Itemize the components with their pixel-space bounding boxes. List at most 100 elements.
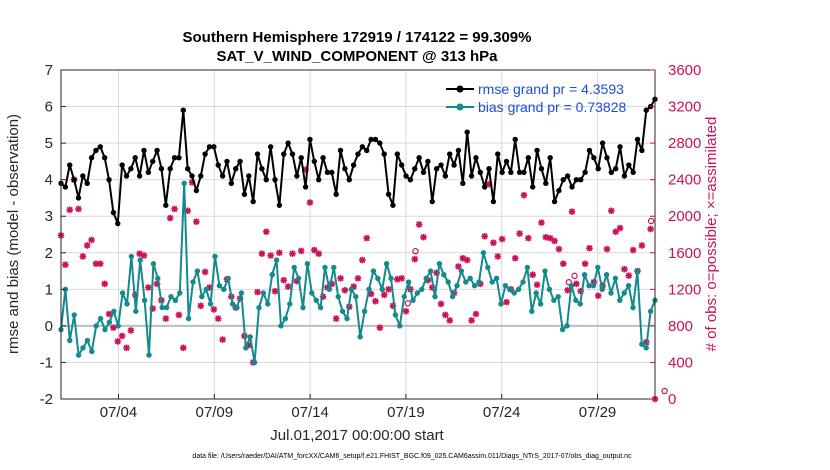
grid-lines bbox=[61, 69, 655, 400]
rmse-point bbox=[88, 155, 95, 161]
bias-point bbox=[432, 293, 438, 300]
bias-point bbox=[75, 352, 82, 358]
obs-assimilated-marker bbox=[568, 208, 576, 215]
bias-point bbox=[511, 290, 517, 296]
bias-point bbox=[502, 282, 509, 289]
obs-assimilated-marker bbox=[415, 221, 423, 228]
bias-point bbox=[625, 282, 632, 289]
rmse-point bbox=[521, 169, 527, 176]
obs-assimilated-marker bbox=[555, 245, 563, 253]
obs-assimilated-marker bbox=[564, 286, 571, 294]
bias-point bbox=[467, 275, 473, 282]
bias-point bbox=[225, 275, 231, 282]
rmse-point bbox=[429, 198, 435, 205]
bias-point bbox=[551, 297, 557, 303]
rmse-point bbox=[534, 147, 540, 154]
obs-assimilated-marker bbox=[280, 276, 288, 284]
rmse-point bbox=[630, 169, 636, 176]
bias-point bbox=[203, 286, 209, 293]
x-tick-label: 07/14 bbox=[291, 404, 329, 421]
rmse-point bbox=[390, 202, 396, 208]
bias-point bbox=[168, 293, 174, 300]
rmse-point bbox=[377, 140, 383, 146]
obs-assimilated-marker bbox=[446, 317, 454, 324]
y-tick-label: -2 bbox=[40, 391, 53, 408]
bias-point bbox=[507, 286, 513, 293]
obs-assimilated-marker bbox=[625, 272, 633, 279]
obs-assimilated-marker bbox=[420, 233, 427, 241]
obs-assimilated-marker bbox=[315, 250, 322, 257]
rmse-point bbox=[237, 158, 243, 165]
rmse-point bbox=[167, 166, 173, 172]
rmse-point bbox=[298, 155, 304, 161]
bias-point bbox=[150, 261, 157, 267]
rmse-point bbox=[101, 155, 108, 161]
rmse-point bbox=[385, 191, 392, 197]
obs-assimilated-marker bbox=[394, 275, 401, 283]
obs-assimilated-marker bbox=[516, 230, 523, 237]
obs-assimilated-marker bbox=[442, 311, 449, 319]
obs-assimilated-marker bbox=[376, 324, 384, 332]
obs-assimilated-marker bbox=[171, 205, 178, 213]
rmse-point bbox=[285, 140, 291, 146]
bias-point bbox=[335, 293, 341, 300]
obs-assimilated-marker bbox=[559, 260, 567, 268]
rmse-point bbox=[315, 176, 322, 183]
bias-point bbox=[485, 264, 491, 271]
rmse-point bbox=[145, 169, 152, 176]
obs-assimilated-marker bbox=[214, 315, 222, 322]
rmse-point bbox=[560, 176, 566, 183]
rmse-point bbox=[543, 180, 549, 187]
y2-tick-label: 0 bbox=[668, 391, 676, 408]
bias-point bbox=[555, 293, 561, 300]
rmse-point bbox=[75, 195, 82, 201]
obs-assimilated-marker bbox=[79, 253, 87, 260]
rmse-point bbox=[62, 184, 69, 190]
bias-point bbox=[300, 304, 306, 311]
obs-assimilated-marker bbox=[638, 242, 646, 249]
bias-point bbox=[564, 323, 570, 329]
rmse-point bbox=[337, 147, 344, 154]
obs-assimilated-marker bbox=[402, 307, 410, 315]
rmse-point bbox=[617, 144, 623, 150]
obs-assimilated-marker bbox=[455, 263, 462, 270]
rmse-point bbox=[320, 155, 326, 161]
bias-point bbox=[634, 268, 641, 274]
y2-tick-label: 1600 bbox=[668, 245, 701, 262]
rmse-point bbox=[586, 147, 593, 154]
rmse-point bbox=[368, 136, 374, 143]
bias-point bbox=[190, 279, 196, 285]
rmse-point bbox=[438, 162, 444, 168]
y2-tick-label: 3600 bbox=[668, 62, 701, 79]
obs-assimilated-marker bbox=[472, 310, 480, 318]
bias-point bbox=[163, 304, 170, 311]
bias-point bbox=[348, 286, 355, 293]
rmse-point bbox=[503, 158, 510, 165]
bias-point bbox=[542, 268, 548, 274]
bias-point bbox=[67, 337, 73, 344]
rmse-point bbox=[84, 180, 90, 187]
bias-point bbox=[326, 286, 333, 293]
obs-assimilated-marker bbox=[363, 234, 371, 242]
bias-point bbox=[111, 308, 117, 314]
x-tick-label: 07/24 bbox=[483, 404, 521, 421]
bias-point bbox=[159, 304, 165, 311]
bias-point bbox=[353, 293, 359, 300]
bias-point bbox=[357, 334, 363, 340]
bias-point bbox=[247, 334, 253, 340]
bias-point bbox=[383, 261, 390, 267]
series-lines bbox=[58, 96, 658, 366]
bias-point bbox=[278, 323, 284, 329]
bias-point bbox=[124, 301, 130, 307]
rmse-point bbox=[342, 166, 348, 172]
rmse-point bbox=[141, 147, 147, 154]
rmse-point bbox=[495, 151, 501, 157]
rmse-point bbox=[551, 198, 558, 205]
bias-point bbox=[106, 319, 113, 325]
bias-point bbox=[80, 345, 86, 351]
bias-point bbox=[177, 290, 183, 296]
rmse-point bbox=[442, 173, 449, 179]
rmse-point bbox=[608, 169, 615, 176]
obs-assimilated-marker bbox=[621, 265, 628, 273]
bias-point bbox=[331, 264, 337, 271]
